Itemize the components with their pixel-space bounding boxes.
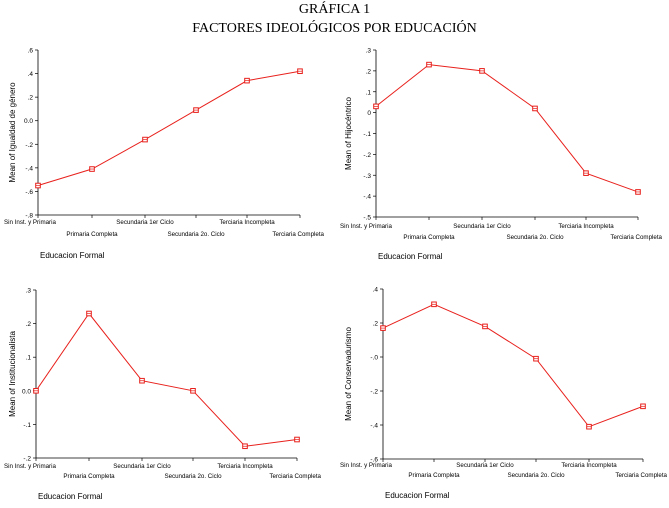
igualdad-genero-y-tick-label: .4 (28, 71, 34, 78)
hijocentrico-x-tick-label: Secundaria 2o. Ciclo (506, 234, 564, 241)
hijocentrico-y-tick-label: .1 (366, 89, 372, 96)
institucionalista-x-tick-label: Primaria Completa (63, 473, 115, 480)
conservadurismo-y-tick-label: -.6 (370, 457, 378, 464)
conservadurismo-x-tick-label: Secundaria 1er Ciclo (456, 462, 514, 469)
hijocentrico-x-tick-label: Primaria Completa (403, 234, 455, 241)
igualdad-genero-y-tick-label: -.6 (25, 189, 33, 196)
igualdad-genero-x-tick-label: Terciaria Completa (272, 231, 324, 238)
hijocentrico-x-tick-label: Terciaria Incompleta (558, 223, 614, 230)
hijocentrico-x-axis-title: Educacion Formal (378, 252, 443, 261)
igualdad-genero-y-tick-label: .6 (28, 48, 34, 55)
chart-panel-institucionalista: -.2 -.1 0.0 .1 .2 .3 Sin Inst. y Primaria Prima… (4, 288, 322, 502)
institucionalista-y-tick-label: -.2 (23, 456, 31, 463)
institucionalista-x-tick-label: Sin Inst. y Primaria (4, 463, 56, 470)
igualdad-genero-x-tick-label: Primaria Completa (66, 231, 118, 238)
conservadurismo-x-tick-label: Secundaria 2o. Ciclo (507, 472, 565, 479)
conservadurismo-y-tick-label: .4 (373, 287, 379, 294)
hijocentrico-y-tick-label: -.1 (363, 131, 371, 138)
figure-title: GRÁFICA 1 (298, 2, 371, 17)
institucionalista-y-tick-label: 0.0 (22, 388, 31, 395)
igualdad-genero-x-tick-label: Terciaria Incompleta (219, 219, 275, 226)
conservadurismo-x-tick-label: Terciaria Completa (615, 472, 667, 479)
conservadurismo-x-tick-label: Terciaria Incompleta (561, 462, 617, 469)
conservadurismo-y-tick-label: .2 (373, 321, 379, 328)
hijocentrico-y-tick-label: .3 (366, 48, 372, 55)
hijocentrico-series-line (375, 64, 639, 193)
igualdad-genero-x-tick-label: Secundaria 2o. Ciclo (167, 231, 225, 238)
chart-panel-conservadurismo: -.6 -.4 -.2 -.0 .2 .4 Sin Inst. y Primaria Prim… (340, 287, 668, 501)
igualdad-genero-x-axis-title: Educacion Formal (40, 251, 105, 260)
hijocentrico-y-tick-label: 0 (367, 110, 371, 117)
institucionalista-x-tick-label: Secundaria 2o. Ciclo (164, 473, 222, 480)
institucionalista-y-tick-label: .3 (26, 288, 32, 295)
conservadurismo-y-tick-label: -.2 (370, 389, 378, 396)
conservadurismo-y-tick-label: -.4 (370, 423, 378, 430)
hijocentrico-y-tick-label: -.4 (363, 194, 371, 201)
institucionalista-x-tick-label: Terciaria Incompleta (217, 463, 273, 470)
hijocentrico-y-tick-label: -.2 (363, 152, 371, 159)
institucionalista-x-tick-label: Terciaria Completa (269, 473, 321, 480)
igualdad-genero-y-tick-label: .2 (28, 95, 34, 102)
hijocentrico-y-tick-label: .2 (366, 68, 372, 75)
conservadurismo-series-line (382, 303, 644, 428)
conservadurismo-x-tick-label: Primaria Completa (408, 472, 460, 479)
conservadurismo-x-axis-title: Educacion Formal (385, 491, 450, 500)
igualdad-genero-series-line (37, 70, 301, 187)
institucionalista-y-axis-title: Mean of Institucionalista (8, 331, 17, 417)
hijocentrico-y-axis-title: Mean of Hijocéntrico (344, 96, 353, 169)
igualdad-genero-y-tick-label: -.8 (25, 213, 33, 220)
igualdad-genero-y-tick-label: -.4 (25, 165, 33, 172)
igualdad-genero-y-tick-label: -.2 (25, 142, 33, 149)
chart-panel-igualdad-genero: -.8 -.6 -.4 -.2 0.0 .2 .4 .6 Sin Inst. y Primari… (4, 48, 325, 261)
conservadurismo-y-axis-title: Mean of Conservadurismo (344, 327, 353, 421)
hijocentrico-x-tick-label: Secundaria 1er Ciclo (453, 223, 511, 230)
institucionalista-x-axis-title: Educacion Formal (38, 492, 103, 501)
institucionalista-x-tick-label: Secundaria 1er Ciclo (113, 463, 171, 470)
hijocentrico-y-tick-label: -.5 (363, 215, 371, 222)
hijocentrico-y-tick-label: -.3 (363, 173, 371, 180)
institucionalista-y-tick-label: .1 (26, 355, 32, 362)
igualdad-genero-x-tick-label: Secundaria 1er Ciclo (116, 219, 174, 226)
igualdad-genero-y-axis-title: Mean of Igualdad de género (8, 82, 17, 183)
igualdad-genero-x-tick-label: Sin Inst. y Primaria (4, 219, 56, 226)
institucionalista-series-line (35, 312, 298, 447)
hijocentrico-x-tick-label: Terciaria Completa (610, 234, 662, 241)
figure-subtitle: FACTORES IDEOLÓGICOS POR EDUCACIÓN (192, 21, 477, 36)
institucionalista-y-tick-label: -.1 (23, 422, 31, 429)
hijocentrico-x-tick-label: Sin Inst. y Primaria (340, 223, 392, 230)
conservadurismo-x-tick-label: Sin Inst. y Primaria (340, 462, 392, 469)
institucionalista-y-tick-label: .2 (26, 321, 32, 328)
igualdad-genero-y-tick-label: 0.0 (24, 118, 33, 125)
chart-panel-hijocentrico: -.5 -.4 -.3 -.2 -.1 0 .1 .2 .3 Sin Inst. y Primar… (340, 48, 663, 262)
conservadurismo-y-tick-label: -.0 (370, 355, 378, 362)
